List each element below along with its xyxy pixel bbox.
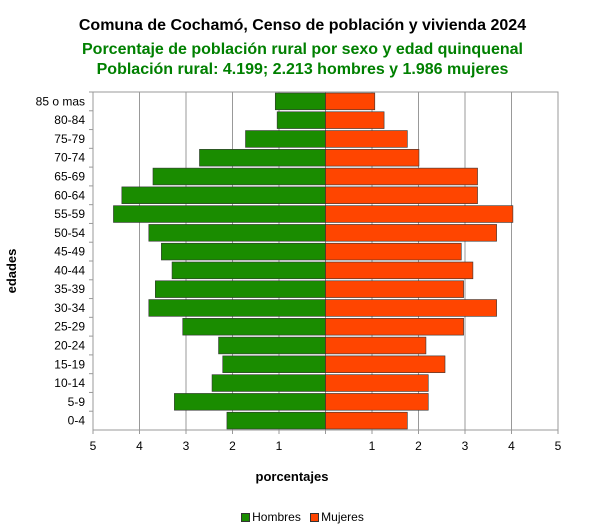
- bar-hombres-65-69: [152, 167, 326, 186]
- bar-hombres-30-34: [148, 299, 326, 317]
- x-tick-label: 3: [462, 439, 469, 453]
- y-tick-label: 0-4: [68, 414, 86, 428]
- bar-mujeres-55-59: [325, 205, 514, 223]
- y-tick-label: 60-64: [54, 188, 85, 202]
- legend-item-hombres: Hombres: [241, 510, 301, 524]
- legend-swatch-mujeres: [310, 513, 320, 523]
- legend: Hombres Mujeres: [0, 510, 605, 524]
- bar-mujeres-75-79: [325, 130, 408, 148]
- bars-layer: [113, 92, 514, 430]
- bar-mujeres-15-19: [325, 355, 446, 373]
- bar-mujeres-45-49: [325, 242, 462, 261]
- y-tick-label: 45-49: [54, 245, 85, 259]
- x-tick-label: 2: [229, 439, 236, 453]
- x-tick-label: 1: [369, 439, 376, 453]
- y-tick-label: 35-39: [54, 282, 85, 296]
- bar-hombres-55-59: [113, 205, 326, 223]
- legend-label-mujeres: Mujeres: [321, 510, 364, 524]
- chart-title: Comuna de Cochamó, Censo de población y …: [78, 17, 527, 34]
- bar-mujeres-5-9: [325, 393, 429, 411]
- x-tick-label: 5: [90, 439, 97, 453]
- bar-mujeres-60-64: [325, 186, 478, 204]
- bar-mujeres-50-54: [325, 224, 497, 242]
- bar-hombres-40-44: [171, 261, 326, 280]
- legend-swatch-hombres: [241, 513, 251, 523]
- legend-item-mujeres: Mujeres: [310, 510, 364, 524]
- y-tick-label: 25-29: [54, 320, 85, 334]
- x-tick-label: 4: [136, 439, 143, 453]
- y-tick-label: 10-14: [54, 376, 85, 390]
- bar-mujeres-85-o-mas: [325, 92, 376, 111]
- bar-hombres-25-29: [182, 318, 326, 336]
- y-tick-label: 70-74: [54, 151, 85, 165]
- x-tick-label: 5: [555, 439, 562, 453]
- y-tick-label: 40-44: [54, 263, 85, 277]
- x-axis-label: porcentajes: [256, 469, 329, 484]
- y-tick-label: 75-79: [54, 132, 85, 146]
- y-tick-label: 65-69: [54, 170, 85, 184]
- bar-hombres-10-14: [211, 374, 326, 392]
- y-tick-label: 15-19: [54, 357, 85, 371]
- bar-mujeres-25-29: [325, 318, 464, 336]
- y-axis-label: edades: [4, 249, 19, 294]
- bar-mujeres-20-24: [325, 336, 427, 355]
- y-tick-label: 5-9: [68, 395, 86, 409]
- y-tick-label: 50-54: [54, 226, 85, 240]
- bar-hombres-75-79: [245, 130, 326, 148]
- x-tick-label: 2: [415, 439, 422, 453]
- bar-mujeres-0-4: [325, 411, 408, 430]
- legend-label-hombres: Hombres: [252, 510, 301, 524]
- bar-hombres-50-54: [148, 224, 326, 242]
- bar-hombres-20-24: [218, 336, 326, 355]
- x-tick-label: 3: [183, 439, 190, 453]
- bar-hombres-85-o-mas: [274, 92, 326, 111]
- bar-hombres-80-84: [276, 111, 326, 129]
- bar-mujeres-80-84: [325, 111, 385, 129]
- x-tick-label: 4: [508, 439, 515, 453]
- bar-hombres-70-74: [199, 149, 326, 167]
- bar-mujeres-35-39: [325, 280, 464, 298]
- bar-hombres-45-49: [161, 242, 326, 261]
- bar-hombres-35-39: [155, 280, 326, 298]
- axis-layer: 5 4 3 2 1 1 2 3 4 5 85 o mas 80-84 75-79 70-74 65-69 60…: [36, 91, 562, 453]
- bar-mujeres-10-14: [325, 374, 429, 392]
- y-tick-label: 85 o mas: [36, 94, 85, 108]
- chart-subtitle: Porcentaje de población rural por sexo y…: [82, 41, 523, 58]
- bar-mujeres-30-34: [325, 299, 497, 317]
- bar-mujeres-40-44: [325, 261, 474, 280]
- bar-hombres-15-19: [222, 355, 326, 373]
- bar-hombres-0-4: [226, 411, 326, 430]
- y-tick-label: 80-84: [54, 113, 85, 127]
- x-tick-label: 1: [276, 439, 283, 453]
- y-tick-label: 55-59: [54, 207, 85, 221]
- bar-mujeres-65-69: [325, 167, 478, 186]
- bar-mujeres-70-74: [325, 149, 420, 167]
- bar-hombres-5-9: [174, 393, 326, 411]
- y-tick-label: 30-34: [54, 301, 85, 315]
- y-tick-label: 20-24: [54, 339, 85, 353]
- bar-hombres-60-64: [121, 186, 326, 204]
- chart-subtitle-population: Población rural: 4.199; 2.213 hombres y …: [96, 61, 509, 78]
